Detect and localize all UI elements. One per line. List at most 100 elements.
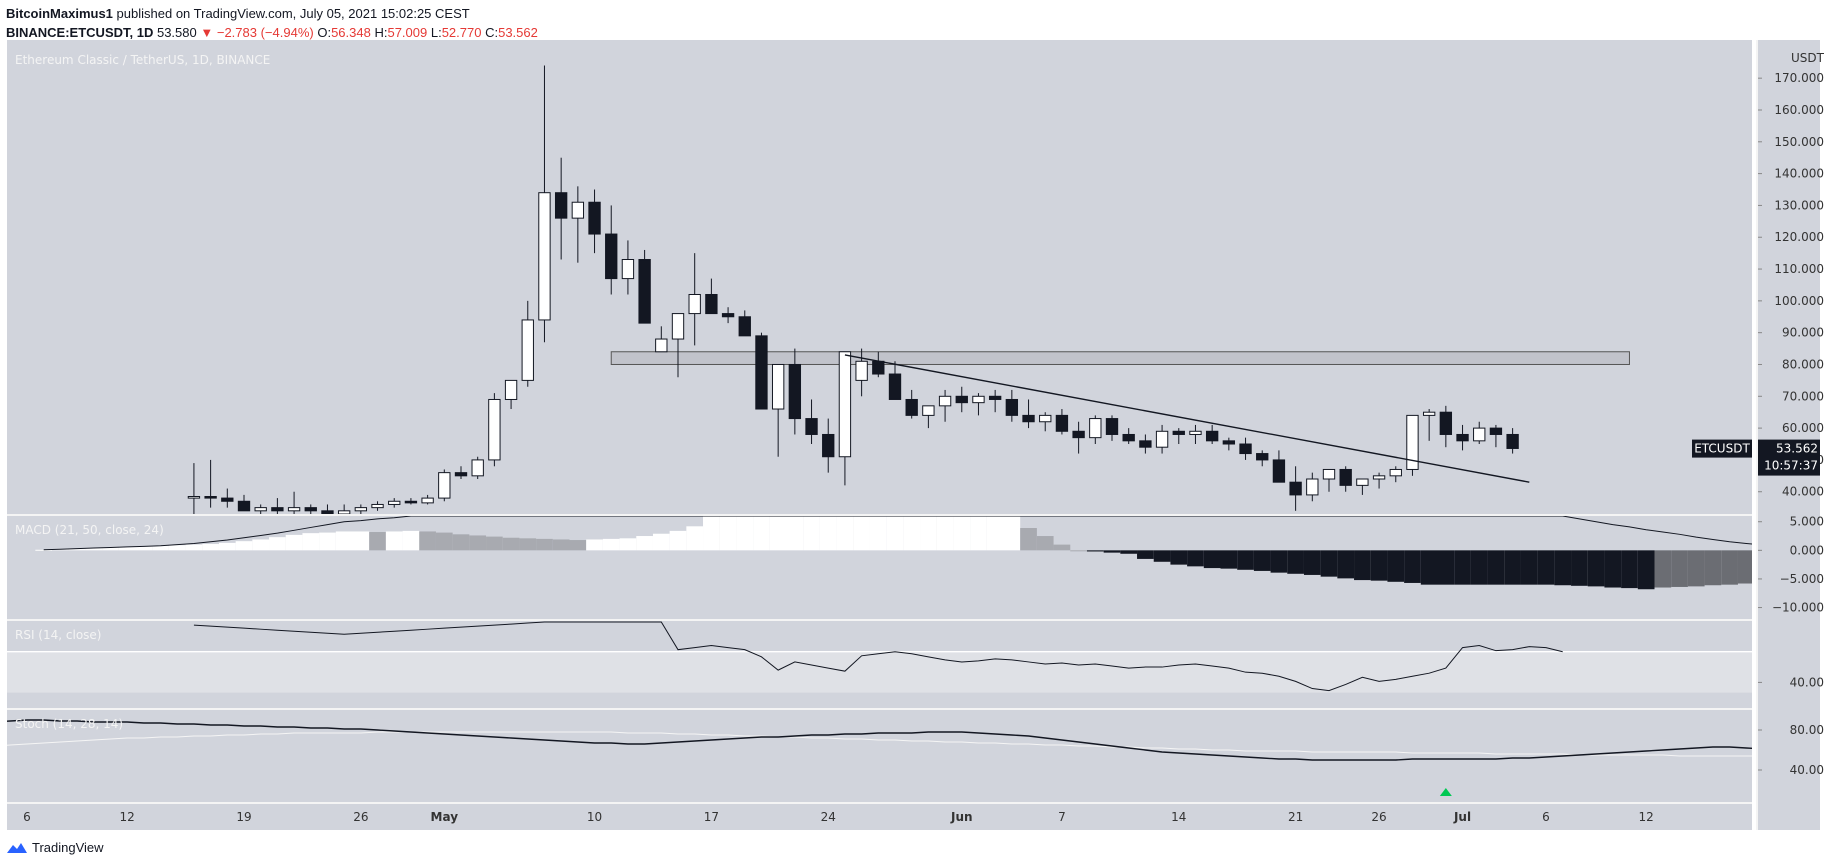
candle-up[interactable] [354,507,368,512]
close-value: 53.562 [498,25,538,40]
candle-down[interactable] [705,293,718,315]
candle-up[interactable] [337,510,351,514]
candle-down[interactable] [1239,443,1252,455]
candle-up[interactable] [538,192,551,321]
macd-histogram-bar [819,516,837,551]
candle-up[interactable] [838,351,852,458]
macd-histogram-bar [736,516,754,551]
candle-up[interactable] [287,507,301,512]
candle-down[interactable] [1272,459,1286,483]
candle-down[interactable] [1022,414,1035,423]
date-axis[interactable] [7,804,1752,830]
candle-down[interactable] [304,507,317,512]
candle-up[interactable] [1422,411,1436,416]
macd-histogram-bar [536,538,553,551]
candle-down[interactable] [221,497,234,502]
candle-up[interactable] [1372,475,1386,480]
candle-down[interactable] [1055,414,1069,432]
candle-up[interactable] [438,472,451,499]
candle-down[interactable] [1256,453,1269,461]
candle-down[interactable] [1222,440,1236,445]
candle-down[interactable] [872,360,885,375]
candle-down[interactable] [721,313,735,318]
candle-up[interactable] [187,496,201,499]
macd-histogram-bar [152,545,169,551]
candle-down[interactable] [905,398,918,416]
candle-down[interactable] [1506,433,1519,449]
candle-down[interactable] [755,335,768,410]
date-tick-label: 7 [1058,810,1066,824]
candle-down[interactable] [955,395,968,404]
candle-down[interactable] [988,395,1002,400]
candle-down[interactable] [738,316,751,337]
macd-histogram-bar [970,516,987,551]
brand-name[interactable]: TradingView [32,840,104,855]
candle-up[interactable] [1306,478,1319,496]
pane-stoch[interactable] [7,710,1752,802]
candle-up[interactable] [371,503,384,509]
candle-down[interactable] [1172,430,1185,435]
candle-down[interactable] [638,259,651,324]
candle-down[interactable] [1439,411,1453,435]
candle-down[interactable] [554,192,568,219]
candle-down[interactable] [1122,433,1135,442]
candle-down[interactable] [822,433,835,458]
candle-down[interactable] [404,500,418,504]
candle-down[interactable] [888,373,902,400]
candle-up[interactable] [1473,427,1486,442]
pane-price[interactable] [7,40,1752,514]
macd-histogram-bar [1120,550,1138,554]
candle-up[interactable] [922,405,935,416]
candle-up[interactable] [1155,430,1169,448]
price-axis[interactable] [1758,40,1820,830]
candle-up[interactable] [671,313,685,340]
candle-up[interactable] [1189,430,1202,435]
candle-up[interactable] [688,293,701,315]
candle-down[interactable] [1489,427,1503,435]
macd-histogram-bar [803,516,820,551]
candle-up[interactable] [621,259,635,280]
candle-up[interactable] [421,497,434,504]
candle-down[interactable] [588,201,601,235]
candle-down[interactable] [454,472,468,477]
macd-histogram-bar [886,516,904,551]
candle-up[interactable] [1406,414,1419,470]
candle-up[interactable] [972,395,985,404]
candle-down[interactable] [605,233,618,280]
macd-histogram-bar [1253,550,1271,571]
candle-up[interactable] [1389,468,1402,477]
candle-down[interactable] [788,363,802,420]
candle-down[interactable] [271,507,284,512]
candle-up[interactable] [771,363,785,410]
descending-trendline[interactable] [844,354,1530,483]
candle-up[interactable] [521,319,534,381]
candle-up[interactable] [1089,418,1102,439]
candle-up[interactable] [1356,478,1369,486]
candle-down[interactable] [1072,430,1085,439]
candle-up[interactable] [504,379,518,400]
candle-down[interactable] [1339,468,1352,486]
candle-up[interactable] [471,459,484,477]
candle-down[interactable] [204,496,217,499]
candle-down[interactable] [1139,440,1152,448]
candle-down[interactable] [237,500,251,512]
author-name[interactable]: BitcoinMaximus1 [6,6,113,21]
candle-down[interactable] [1456,433,1469,442]
candle-up[interactable] [655,338,668,353]
candle-down[interactable] [1105,418,1119,435]
candle-up[interactable] [254,507,267,512]
candle-up[interactable] [488,398,501,461]
candle-up[interactable] [938,395,952,407]
candle-up[interactable] [388,500,401,505]
candle-down[interactable] [321,510,334,514]
candle-up[interactable] [855,360,868,381]
candle-up[interactable] [1322,468,1336,480]
candle-down[interactable] [1005,398,1019,416]
macd-histogram-bar [235,541,253,551]
candle-down[interactable] [805,418,818,435]
candle-up[interactable] [571,201,585,219]
candle-up[interactable] [1039,414,1052,423]
candle-down[interactable] [1289,481,1302,496]
candle-down[interactable] [1205,430,1219,442]
